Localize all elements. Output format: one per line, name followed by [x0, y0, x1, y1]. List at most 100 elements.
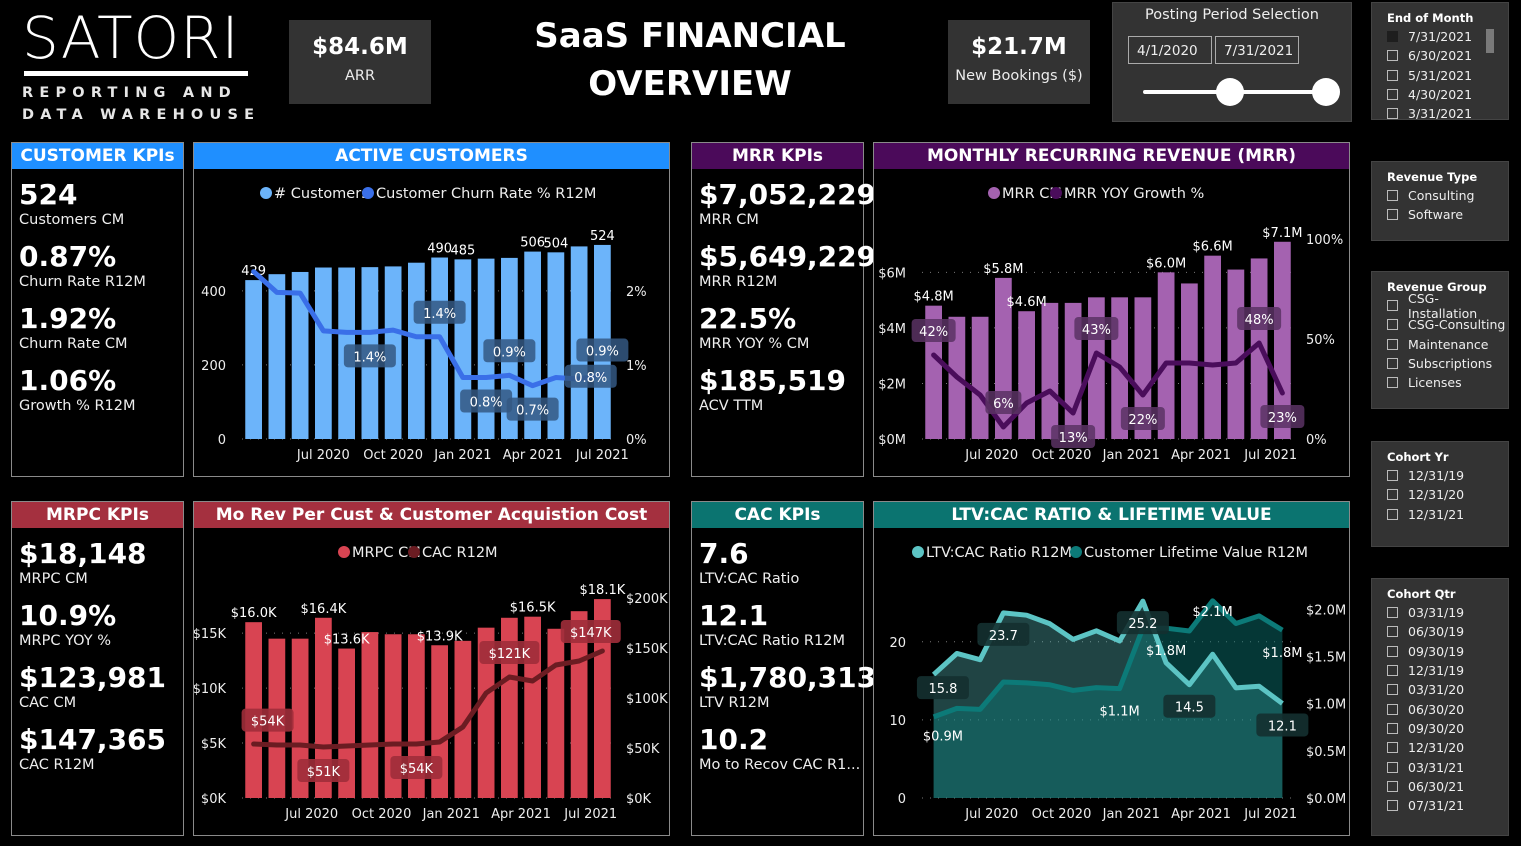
slicer-option[interactable]: Consulting [1387, 186, 1508, 205]
y-right-tick-label: $50K [626, 742, 660, 757]
checkbox[interactable] [1387, 300, 1398, 312]
series-line[interactable] [251, 648, 605, 750]
checkbox[interactable] [1387, 665, 1398, 677]
checkbox[interactable] [1387, 626, 1398, 638]
legend-marker [1070, 546, 1082, 558]
bar[interactable] [594, 599, 611, 798]
slicer-option[interactable]: 12/31/19 [1387, 661, 1508, 680]
series-line[interactable] [251, 269, 605, 389]
checkbox[interactable] [1387, 470, 1398, 482]
line-data-label: $2.1M [1193, 605, 1233, 620]
checkbox[interactable] [1387, 742, 1398, 754]
slicer-option[interactable]: 03/31/20 [1387, 680, 1508, 699]
slicer-scrollbar[interactable] [1486, 29, 1494, 53]
slicer-option[interactable]: 5/31/2021 [1387, 66, 1508, 85]
line-label-bg [460, 389, 513, 413]
checkbox[interactable] [1387, 645, 1398, 657]
checkbox[interactable] [1387, 780, 1398, 792]
slicer-option[interactable]: 06/30/19 [1387, 622, 1508, 641]
checkbox[interactable] [1387, 607, 1398, 619]
slicer-option[interactable]: 12/31/21 [1387, 505, 1508, 524]
bar[interactable] [547, 252, 565, 439]
slicer-option-label: 07/31/21 [1408, 798, 1465, 814]
slicer-option[interactable]: CSG-Installation [1387, 291, 1508, 321]
checkbox[interactable] [1387, 761, 1398, 773]
new-bookings-label: New Bookings ($) [955, 68, 1083, 84]
slicer-option-label: Maintenance [1408, 336, 1489, 352]
checkbox[interactable] [1387, 190, 1398, 202]
line-label-bg [1051, 425, 1096, 448]
bar[interactable] [291, 638, 309, 798]
slicer-option[interactable]: 12/31/19 [1387, 466, 1508, 485]
slicer-option[interactable]: 09/30/19 [1387, 642, 1508, 661]
slicer-option[interactable]: 03/31/19 [1387, 603, 1508, 622]
bar[interactable] [1041, 302, 1059, 439]
period-slider-start-handle[interactable] [1216, 78, 1244, 106]
checkbox[interactable] [1387, 50, 1398, 62]
checkbox[interactable] [1387, 684, 1398, 696]
bar[interactable] [315, 267, 332, 439]
bar[interactable] [1157, 272, 1175, 439]
slicer-option[interactable]: 6/30/2021 [1387, 46, 1508, 65]
satori-logo: SATORI REPORTING AND DATA WAREHOUSE [22, 8, 254, 123]
period-end-input[interactable]: 7/31/2021 [1215, 36, 1299, 64]
slicer-option[interactable]: 09/30/20 [1387, 719, 1508, 738]
slicer-option[interactable]: 06/30/20 [1387, 699, 1508, 718]
checkbox[interactable] [1387, 377, 1398, 389]
revenue-type-slicer: Revenue Type Consulting Software [1371, 161, 1509, 241]
checkbox[interactable] [1387, 31, 1398, 43]
slicer-option[interactable]: 12/31/20 [1387, 738, 1508, 757]
slicer-option[interactable]: 07/31/21 [1387, 796, 1508, 815]
ltv-line[interactable] [932, 598, 1284, 720]
slicer-option[interactable]: Maintenance [1387, 335, 1508, 354]
y-right-tick-label: 0% [1306, 433, 1327, 448]
mrr-panel: MONTHLY RECURRING REVENUE (MRR) MRR CM MR… [873, 142, 1350, 477]
checkbox[interactable] [1387, 358, 1398, 370]
slicer-option[interactable]: 03/31/21 [1387, 757, 1508, 776]
bar[interactable] [971, 316, 989, 439]
checkbox[interactable] [1387, 722, 1398, 734]
bar[interactable] [245, 280, 262, 439]
checkbox[interactable] [1387, 800, 1398, 812]
x-tick-label: Oct 2020 [363, 448, 423, 463]
checkbox[interactable] [1387, 489, 1398, 501]
bar[interactable] [1018, 311, 1035, 439]
bar[interactable] [268, 274, 286, 439]
slicer-option[interactable]: 7/31/2021 [1387, 27, 1508, 46]
period-slider-end-handle[interactable] [1312, 78, 1340, 106]
bar[interactable] [477, 627, 495, 798]
slicer-option[interactable]: CSG-Consulting [1387, 315, 1508, 334]
bar[interactable] [361, 632, 379, 798]
bar[interactable] [291, 271, 309, 439]
checkbox[interactable] [1387, 89, 1398, 101]
bar[interactable] [547, 628, 565, 798]
checkbox[interactable] [1387, 319, 1398, 331]
bar[interactable] [315, 617, 332, 798]
line-data-label: 12.1 [1268, 719, 1297, 734]
bar-data-label: $13.9K [417, 629, 463, 644]
slicer-option[interactable]: Licenses [1387, 373, 1508, 392]
slicer-option[interactable]: 3/31/2021 [1387, 104, 1508, 119]
slicer-option[interactable]: Subscriptions [1387, 354, 1508, 373]
slicer-option[interactable]: Software [1387, 205, 1508, 224]
checkbox[interactable] [1387, 108, 1398, 119]
slicer-option-label: 12/31/21 [1408, 506, 1465, 522]
checkbox[interactable] [1387, 209, 1398, 221]
bar[interactable] [454, 640, 472, 798]
checkbox[interactable] [1387, 338, 1398, 350]
period-start-input[interactable]: 4/1/2020 [1128, 36, 1212, 64]
bar[interactable] [1227, 269, 1245, 439]
slicer-option[interactable]: 06/30/21 [1387, 777, 1508, 796]
checkbox[interactable] [1387, 508, 1398, 520]
slicer-option[interactable]: 12/31/20 [1387, 485, 1508, 504]
line-data-label: 23% [1268, 411, 1297, 426]
checkbox[interactable] [1387, 69, 1398, 81]
bar[interactable] [1204, 255, 1221, 439]
slicer-option-label: CSG-Consulting [1408, 317, 1506, 333]
slicer-option[interactable]: 4/30/2021 [1387, 85, 1508, 104]
bar-data-label: $16.4K [301, 602, 347, 617]
checkbox[interactable] [1387, 703, 1398, 715]
bar[interactable] [1134, 297, 1152, 439]
bar-data-label: $6.0M [1146, 256, 1186, 271]
bar[interactable] [408, 262, 425, 439]
